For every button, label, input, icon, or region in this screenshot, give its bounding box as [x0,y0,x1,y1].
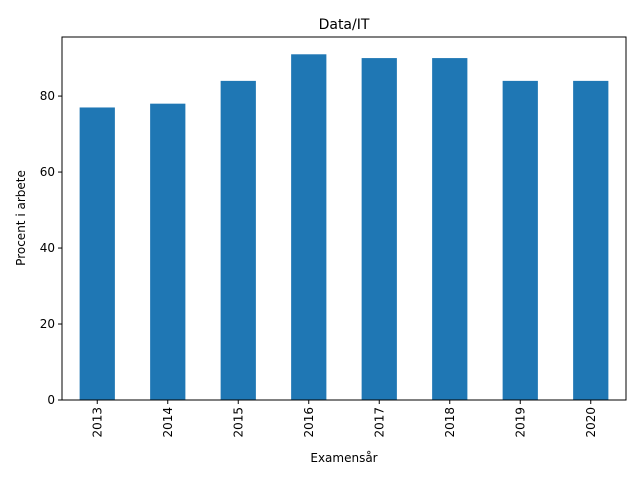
y-tick-label: 80 [40,89,55,103]
x-tick-label: 2019 [513,407,527,438]
plot-frame [61,36,627,401]
y-tick-label: 40 [40,241,55,255]
x-tick-label: 2016 [302,407,316,438]
bar-2018 [432,58,468,400]
y-axis-title: Procent i arbete [14,170,28,266]
bar-2016 [291,54,327,400]
bar-2014 [150,103,186,401]
bar-2017 [361,58,397,400]
bars-layer [79,54,609,401]
bar-2015 [220,80,256,400]
x-tick-label: 2018 [443,407,457,438]
x-axis-title: Examensår [310,451,377,465]
y-ticks: 0 20 40 60 80 [40,89,62,407]
y-tick-label: 0 [47,393,55,407]
x-tick-label: 2013 [90,407,104,438]
bar-2013 [79,107,115,400]
x-tick-label: 2014 [161,407,175,438]
bar-2019 [502,80,538,400]
bar-2020 [573,80,609,400]
y-tick-label: 20 [40,317,55,331]
y-tick-label: 60 [40,165,55,179]
x-tick-label: 2015 [231,407,245,438]
x-tick-label: 2017 [372,407,386,438]
chart-title: Data/IT [319,17,370,33]
x-ticks: 2013 2014 2015 2016 2017 2018 2019 2020 [90,400,598,438]
x-tick-label: 2020 [584,407,598,438]
